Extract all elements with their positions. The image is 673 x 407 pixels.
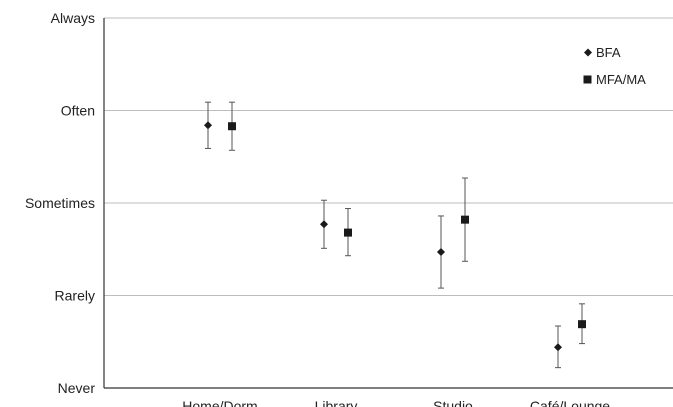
- data-markers: [204, 121, 586, 352]
- grid-lines: [104, 17, 673, 296]
- data-point-mfa-ma: [461, 215, 469, 224]
- legend-label-mfa-ma: MFA/MA: [596, 72, 646, 87]
- legend-item-bfa: BFA: [584, 45, 621, 60]
- x-tick-labels: Home/Dorm Library Studio Café/Lounge: [182, 398, 610, 407]
- axes: [103, 18, 673, 389]
- y-tick-label: Never: [58, 380, 96, 396]
- y-tick-label: Rarely: [55, 288, 95, 304]
- data-point-mfa-ma: [344, 228, 352, 237]
- y-tick-labels: Never Rarely Sometimes Often Always: [25, 10, 95, 396]
- y-tick-label: Often: [61, 103, 95, 119]
- data-point-bfa: [204, 121, 212, 130]
- legend-diamond-icon: [584, 48, 592, 57]
- data-point-bfa: [554, 343, 562, 352]
- x-tick-label: Studio: [433, 398, 473, 407]
- error-bars: [205, 101, 585, 369]
- data-point-mfa-ma: [578, 320, 586, 329]
- legend-item-mfa-ma: MFA/MA: [583, 72, 646, 87]
- x-tick-label: Café/Lounge: [530, 398, 610, 407]
- x-tick-label: Home/Dorm: [182, 398, 257, 407]
- data-point-mfa-ma: [228, 122, 236, 131]
- legend-square-icon: [583, 75, 592, 84]
- y-tick-label: Sometimes: [25, 195, 95, 211]
- data-point-bfa: [437, 248, 445, 257]
- data-point-bfa: [320, 220, 328, 229]
- y-tick-label: Always: [51, 10, 95, 26]
- x-tick-label: Library: [315, 398, 358, 407]
- legend: BFA MFA/MA: [583, 45, 646, 87]
- legend-label-bfa: BFA: [596, 45, 621, 60]
